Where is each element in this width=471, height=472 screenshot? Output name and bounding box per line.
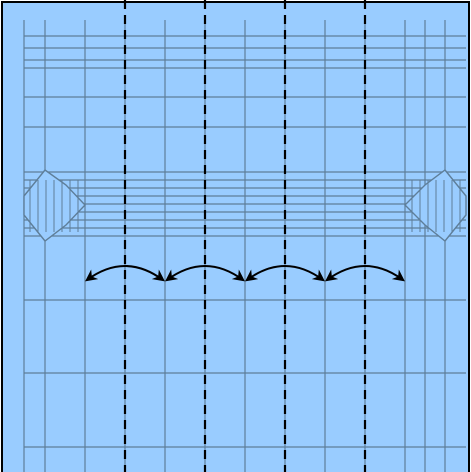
paper-sheet [2,2,469,472]
diagram-canvas [0,0,471,472]
origami-diagram [0,0,471,472]
